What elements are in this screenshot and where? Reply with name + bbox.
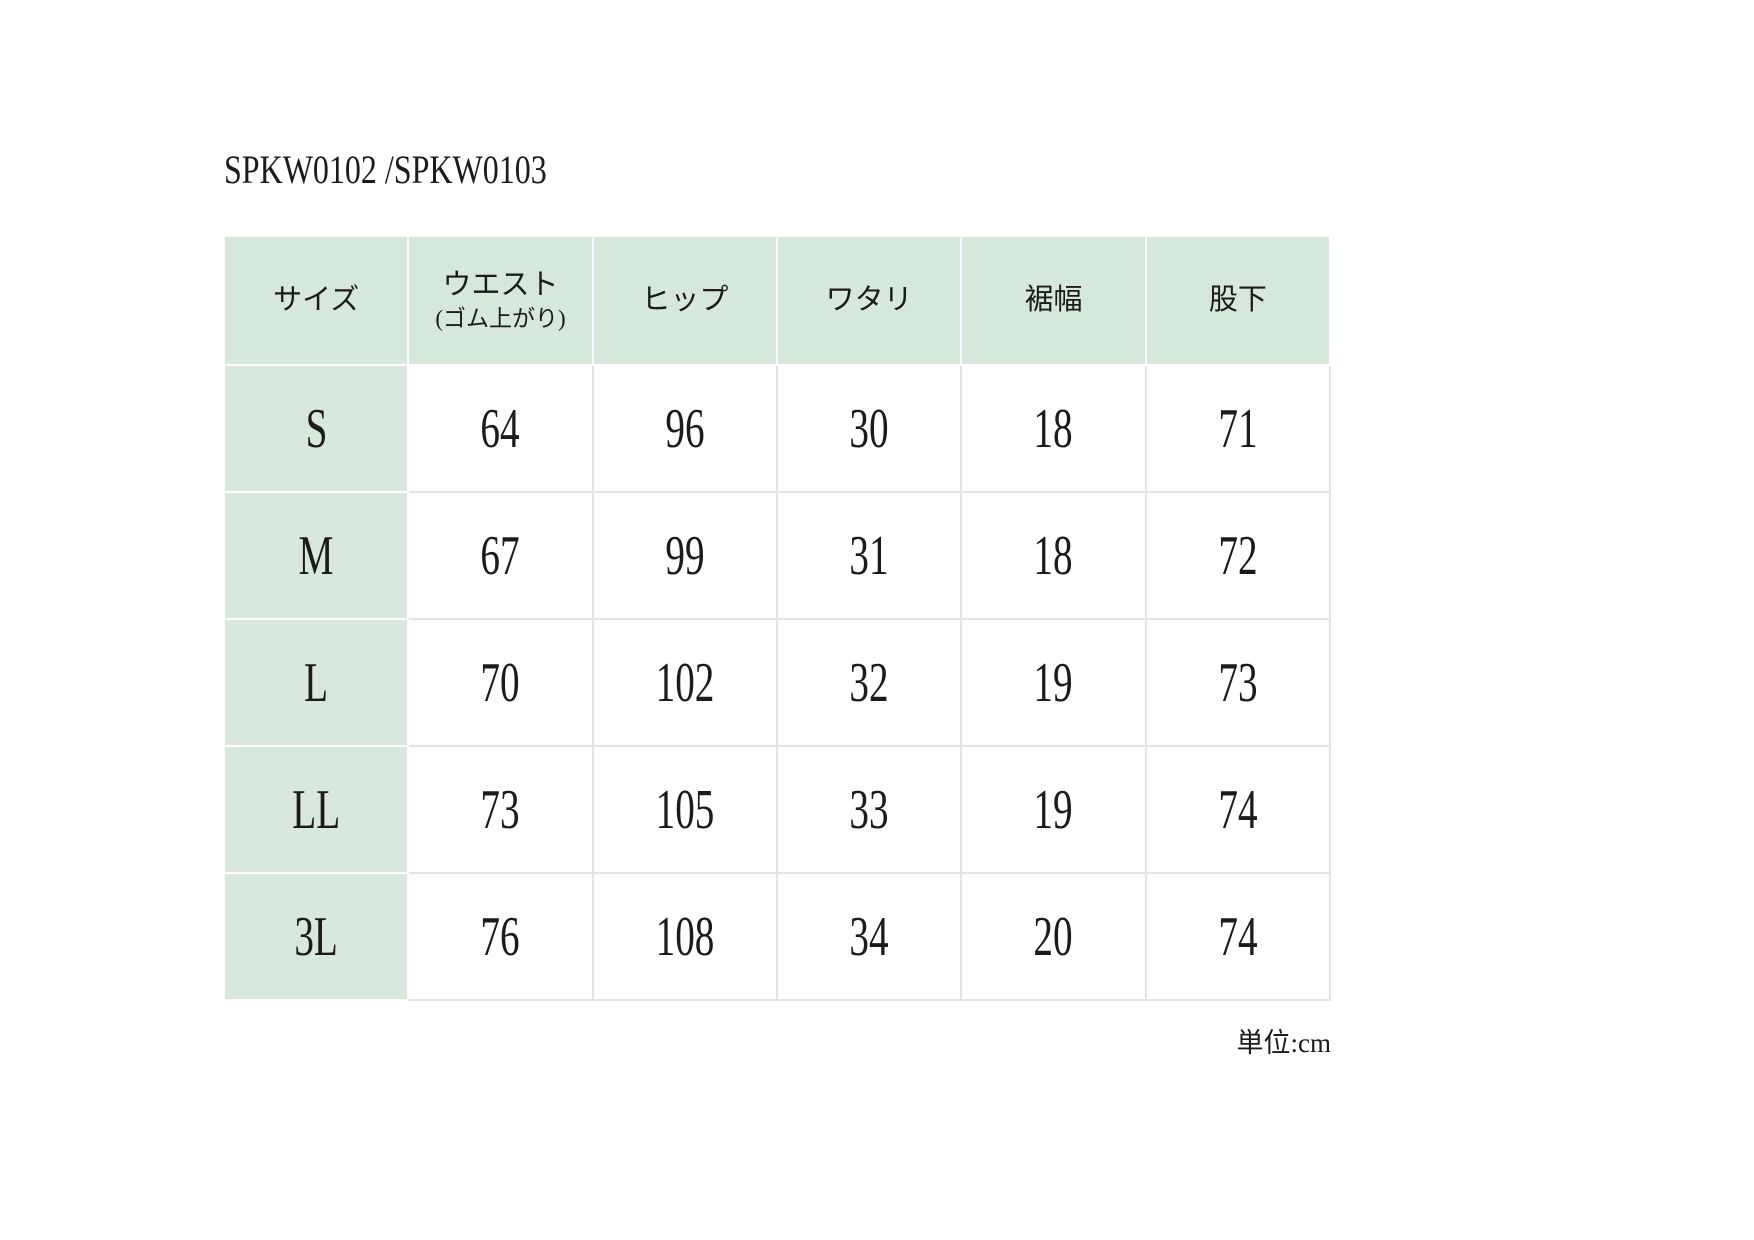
hem-width-value: 19 xyxy=(1033,651,1074,714)
column-header-hip-label: ヒップ xyxy=(641,284,729,317)
hip-value-cell: 108 xyxy=(591,872,778,1001)
waist-value: 70 xyxy=(480,651,521,714)
hem-width-value-cell: 20 xyxy=(960,872,1147,1001)
column-header-watari-label: ワタリ xyxy=(825,284,913,317)
waist-value: 64 xyxy=(480,397,521,460)
size-table-body: S 64 96 30 18 71 M 67 99 31 18 72 L 70 1… xyxy=(222,364,1332,1001)
size-cell: LL xyxy=(222,745,410,874)
size-label: L xyxy=(304,651,329,714)
table-row-l: L 70 102 32 19 73 xyxy=(222,618,1332,747)
hem-width-value-cell: 18 xyxy=(960,364,1147,493)
watari-value: 30 xyxy=(849,397,889,460)
inseam-value: 73 xyxy=(1218,651,1258,714)
hip-value-cell: 96 xyxy=(591,364,778,493)
watari-value: 34 xyxy=(849,905,889,968)
hip-value: 99 xyxy=(665,524,705,587)
column-header-inseam-label: 股下 xyxy=(1208,284,1267,317)
inseam-value: 74 xyxy=(1218,905,1258,968)
page-title-text: SPKW0102 /SPKW0103 xyxy=(224,147,547,192)
watari-value-cell: 34 xyxy=(775,872,963,1001)
column-header-size-label: サイズ xyxy=(273,284,360,317)
hip-value: 105 xyxy=(655,778,715,841)
column-header-waist: ウエスト (ゴム上がり) xyxy=(407,235,594,366)
inseam-value: 72 xyxy=(1218,524,1258,587)
hip-value: 108 xyxy=(655,905,715,968)
hip-value: 102 xyxy=(655,651,715,714)
watari-value-cell: 31 xyxy=(775,491,963,620)
header-row: サイズ ウエスト (ゴム上がり) ヒップ ワタリ 裾幅 股下 xyxy=(222,235,1332,366)
column-header-hem-width: 裾幅 xyxy=(960,235,1147,366)
size-table-header: サイズ ウエスト (ゴム上がり) ヒップ ワタリ 裾幅 股下 xyxy=(222,235,1332,366)
hip-value: 96 xyxy=(665,397,705,460)
watari-value-cell: 33 xyxy=(775,745,963,874)
inseam-value-cell: 73 xyxy=(1144,618,1332,747)
inseam-value-cell: 72 xyxy=(1144,491,1332,620)
column-header-waist-label: ウエスト xyxy=(442,269,559,301)
size-table: サイズ ウエスト (ゴム上がり) ヒップ ワタリ 裾幅 股下 xyxy=(222,235,1332,1001)
waist-value-cell: 67 xyxy=(407,491,594,620)
unit-note: 単位:cm xyxy=(1236,1028,1332,1058)
hem-width-value: 19 xyxy=(1033,778,1074,841)
size-label: LL xyxy=(292,778,341,841)
size-cell: L xyxy=(222,618,410,747)
watari-value-cell: 32 xyxy=(775,618,963,747)
table-row-m: M 67 99 31 18 72 xyxy=(222,491,1332,620)
size-label: 3L xyxy=(294,905,338,968)
size-cell: 3L xyxy=(222,872,410,1001)
column-header-hem-width-label: 裾幅 xyxy=(1024,284,1083,317)
hem-width-value-cell: 19 xyxy=(960,745,1147,874)
waist-value: 76 xyxy=(480,905,521,968)
size-label: S xyxy=(305,397,328,460)
inseam-value: 74 xyxy=(1218,778,1258,841)
table-row-s: S 64 96 30 18 71 xyxy=(222,364,1332,493)
inseam-value-cell: 71 xyxy=(1144,364,1332,493)
column-header-watari: ワタリ xyxy=(775,235,963,366)
column-header-inseam: 股下 xyxy=(1144,235,1332,366)
size-cell: S xyxy=(222,364,410,493)
hem-width-value: 18 xyxy=(1033,524,1074,587)
hem-width-value: 20 xyxy=(1033,905,1074,968)
hem-width-value-cell: 18 xyxy=(960,491,1147,620)
hem-width-value: 18 xyxy=(1033,397,1074,460)
watari-value: 32 xyxy=(849,651,889,714)
column-header-hip: ヒップ xyxy=(591,235,778,366)
inseam-value: 71 xyxy=(1218,397,1258,460)
page-title: SPKW0102 /SPKW0103 xyxy=(224,150,627,190)
column-header-waist-sublabel: (ゴム上がり) xyxy=(435,306,566,332)
size-cell: M xyxy=(222,491,410,620)
waist-value: 67 xyxy=(480,524,521,587)
table-row-3l: 3L 76 108 34 20 74 xyxy=(222,872,1332,1001)
hip-value-cell: 105 xyxy=(591,745,778,874)
waist-value-cell: 73 xyxy=(407,745,594,874)
hem-width-value-cell: 19 xyxy=(960,618,1147,747)
waist-value-cell: 70 xyxy=(407,618,594,747)
inseam-value-cell: 74 xyxy=(1144,745,1332,874)
waist-value: 73 xyxy=(480,778,521,841)
watari-value: 31 xyxy=(849,524,889,587)
waist-value-cell: 64 xyxy=(407,364,594,493)
inseam-value-cell: 74 xyxy=(1144,872,1332,1001)
column-header-size: サイズ xyxy=(222,235,410,366)
watari-value: 33 xyxy=(849,778,889,841)
size-label: M xyxy=(298,524,334,587)
waist-value-cell: 76 xyxy=(407,872,594,1001)
watari-value-cell: 30 xyxy=(775,364,963,493)
hip-value-cell: 102 xyxy=(591,618,778,747)
table-row-ll: LL 73 105 33 19 74 xyxy=(222,745,1332,874)
hip-value-cell: 99 xyxy=(591,491,778,620)
